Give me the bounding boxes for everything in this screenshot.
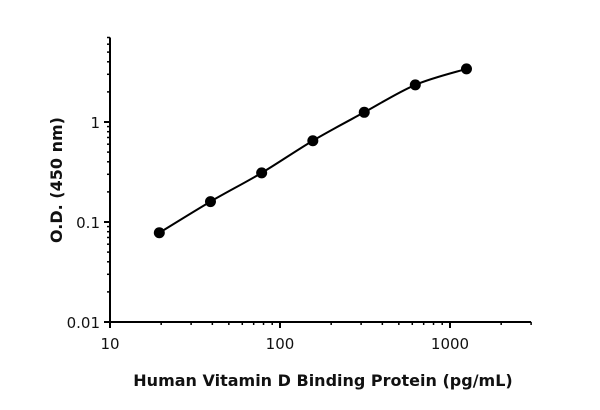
axes: 10 100 1000 0.01 0.1 1 <box>67 36 532 353</box>
data-point <box>460 63 472 75</box>
y-tick-label: 1 <box>90 114 100 132</box>
y-tick-label: 0.1 <box>76 214 100 232</box>
y-tick-label: 0.01 <box>67 314 100 332</box>
fit-curve <box>158 67 467 234</box>
data-point <box>204 196 216 208</box>
y-axis-title: O.D. (450 nm) <box>47 117 66 243</box>
x-tick-label: 100 <box>266 335 295 353</box>
x-tick-label: 10 <box>100 335 119 353</box>
plot-area <box>153 63 472 239</box>
data-point <box>256 167 268 179</box>
x-tick-label: 1000 <box>431 335 469 353</box>
data-point <box>409 79 421 91</box>
data-point <box>153 227 165 239</box>
data-point <box>307 135 319 147</box>
x-axis-title: Human Vitamin D Binding Protein (pg/mL) <box>133 371 512 390</box>
data-point <box>358 106 370 118</box>
